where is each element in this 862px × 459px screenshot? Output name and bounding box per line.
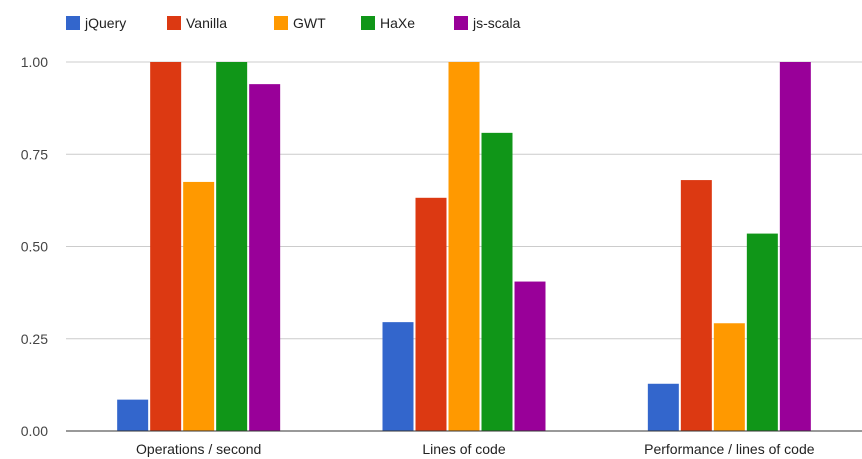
x-axis-categories: Operations / second Lines of code Performa… <box>136 441 815 457</box>
bar-vanilla-0 <box>150 62 182 431</box>
x-category-label: Operations / second <box>136 441 261 457</box>
legend-label: jQuery <box>84 15 126 31</box>
legend-label: js-scala <box>472 15 521 31</box>
bar-jquery-1 <box>382 322 414 431</box>
x-category-label: Lines of code <box>422 441 505 457</box>
bar-haxe-2 <box>746 233 778 431</box>
y-tick-label: 0.50 <box>21 239 48 255</box>
bar-js-scala-1 <box>514 281 546 431</box>
legend-swatch <box>167 16 181 30</box>
bars <box>117 62 811 431</box>
bar-vanilla-2 <box>680 180 712 431</box>
bar-jquery-0 <box>117 399 149 431</box>
bar-gwt-0 <box>183 181 215 431</box>
legend-swatch <box>454 16 468 30</box>
bar-js-scala-2 <box>779 62 811 431</box>
bar-vanilla-1 <box>415 197 447 431</box>
legend-swatch <box>361 16 375 30</box>
y-tick-label: 1.00 <box>21 54 48 70</box>
y-tick-label: 0.00 <box>21 423 48 439</box>
y-tick-label: 0.75 <box>21 146 48 162</box>
y-axis-ticks: 0.00 0.25 0.50 0.75 1.00 <box>21 54 48 439</box>
x-category-label: Performance / lines of code <box>644 441 815 457</box>
bar-haxe-1 <box>481 132 513 431</box>
y-tick-label: 0.25 <box>21 331 48 347</box>
legend-label: Vanilla <box>186 15 227 31</box>
bar-js-scala-0 <box>249 84 281 431</box>
legend-swatch <box>274 16 288 30</box>
legend: jQuery Vanilla GWT HaXe js-scala <box>66 15 521 31</box>
bar-gwt-1 <box>448 62 480 431</box>
legend-label: GWT <box>293 15 326 31</box>
bar-gwt-2 <box>713 323 745 431</box>
bar-jquery-2 <box>647 383 679 431</box>
legend-swatch <box>66 16 80 30</box>
bar-haxe-0 <box>216 62 248 431</box>
legend-label: HaXe <box>380 15 415 31</box>
